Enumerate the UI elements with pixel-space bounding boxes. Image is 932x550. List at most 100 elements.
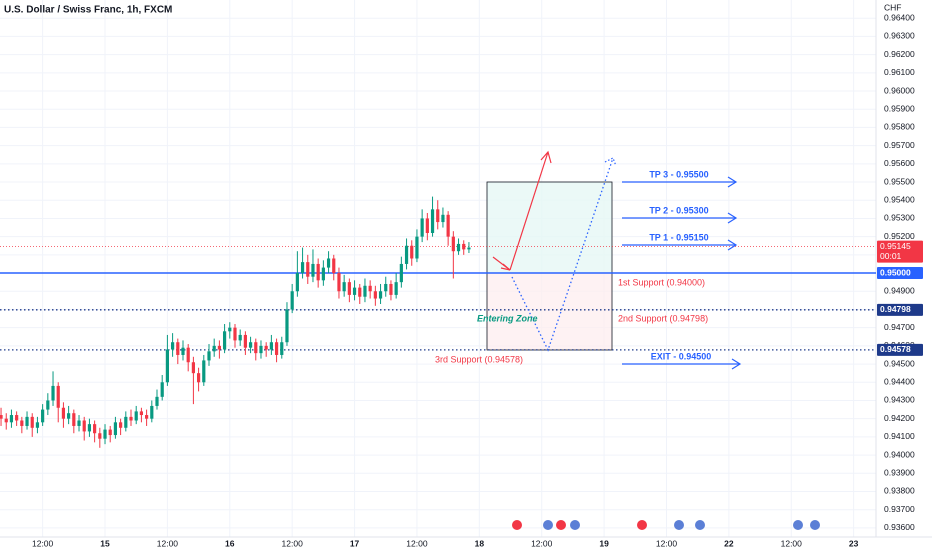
level-tag-label: 0.95000 (880, 267, 911, 277)
y-tick-label: 0.95900 (884, 103, 915, 113)
candles (0, 196, 471, 448)
candle-body (404, 245, 409, 264)
candle-body (0, 415, 3, 419)
candle-body (181, 347, 185, 355)
candle-body (202, 360, 206, 383)
candle-body (15, 415, 19, 421)
candle-body (363, 285, 367, 297)
x-tick-label: 19 (599, 538, 609, 548)
currency-label: CHF (884, 2, 901, 12)
candle-body (150, 405, 154, 419)
x-tick-label: 22 (724, 538, 734, 548)
candle-body (160, 382, 164, 397)
arrow-blue (511, 157, 614, 352)
candle-body (425, 218, 429, 234)
target-zone (486, 181, 613, 274)
candle-body (410, 245, 414, 259)
candle-body (321, 267, 325, 281)
support-label: 2nd Support (0.94798) (618, 313, 708, 323)
x-tick-label: 12:00 (531, 538, 553, 548)
candle-body (9, 415, 14, 423)
candle-body (98, 433, 102, 439)
arrow-head (540, 150, 552, 164)
candle-body (378, 291, 383, 299)
level-tag (877, 267, 923, 280)
levels (0, 246, 876, 351)
last-price-label: 0.95145 (880, 241, 911, 251)
y-tick-label: 0.94900 (884, 286, 915, 296)
y-tick-label: 0.96000 (884, 85, 915, 95)
y-tick-label: 0.94500 (884, 358, 915, 368)
y-tick-label: 0.96300 (884, 31, 915, 41)
candle-body (280, 342, 284, 355)
support-label: 3rd Support (0.94578) (435, 354, 523, 364)
candle-body (46, 400, 50, 410)
candle-body (368, 285, 372, 292)
candle-body (373, 291, 377, 299)
candle-body (462, 243, 466, 250)
countdown-label: 00:01 (880, 251, 902, 261)
candle-body (446, 214, 450, 237)
candle-body (51, 385, 55, 401)
candle-body (67, 413, 71, 419)
axis: 0.93600 0.93700 0.93800 0.93900 0.94000 0.941… (32, 12, 923, 548)
candle-body (384, 283, 388, 292)
candle-body (165, 349, 170, 383)
x-tick-label: 15 (100, 538, 110, 548)
y-tick-label: 0.96200 (884, 49, 915, 59)
candle-body (139, 411, 144, 416)
arrow-head (604, 157, 617, 167)
candle-body (87, 424, 92, 432)
candle-body (134, 411, 138, 421)
candle-body (119, 422, 123, 428)
level-tag-label: 0.94798 (880, 304, 911, 314)
y-tick-label: 0.95800 (884, 122, 915, 132)
candle-body (228, 327, 232, 332)
candle-body (233, 327, 237, 341)
x-tick-label: 17 (350, 538, 360, 548)
y-tick-label: 0.95600 (884, 158, 915, 168)
candle-body (306, 262, 310, 277)
y-tick-label: 0.93700 (884, 504, 915, 514)
candle-body (77, 420, 81, 426)
candle-body (145, 415, 149, 419)
candle-body (248, 342, 253, 348)
candle-body (290, 291, 294, 310)
x-tick-label: 12:00 (282, 538, 304, 548)
candle-body (285, 309, 289, 343)
tp-label: TP 1 - 0.95150 (649, 232, 708, 242)
candle-body (300, 262, 305, 274)
exit-label: EXIT - 0.94500 (651, 351, 712, 361)
support-label: 1st Support (0.94000) (618, 277, 705, 287)
candle-body (56, 385, 60, 408)
candle-body (259, 345, 263, 354)
candle-body (238, 334, 242, 341)
candle-body (155, 396, 159, 406)
candle-body (316, 263, 320, 281)
candle-body (196, 373, 201, 383)
x-tick-label: 16 (225, 538, 235, 548)
x-tick-label: 12:00 (781, 538, 803, 548)
entry-zone (486, 272, 613, 351)
y-tick-label: 0.93900 (884, 468, 915, 478)
candle-body (222, 331, 227, 350)
candle-body (295, 273, 299, 292)
candle-body (254, 342, 258, 354)
candle-body (61, 407, 66, 419)
candle-body (420, 218, 424, 237)
y-tick-label: 0.93600 (884, 522, 915, 532)
candle-body (113, 422, 118, 436)
candle-body (124, 416, 128, 428)
y-tick-label: 0.96100 (884, 67, 915, 77)
grid (0, 0, 876, 537)
y-tick-label: 0.95300 (884, 213, 915, 223)
candle-body (35, 422, 40, 428)
candle-body (358, 287, 362, 297)
candle-body (108, 429, 112, 436)
candle-body (441, 214, 445, 223)
candle-body (389, 283, 393, 295)
zone-label: Entering Zone (477, 313, 538, 323)
candle-body (217, 345, 221, 350)
y-tick-label: 0.95400 (884, 194, 915, 204)
candle-body (243, 334, 247, 348)
